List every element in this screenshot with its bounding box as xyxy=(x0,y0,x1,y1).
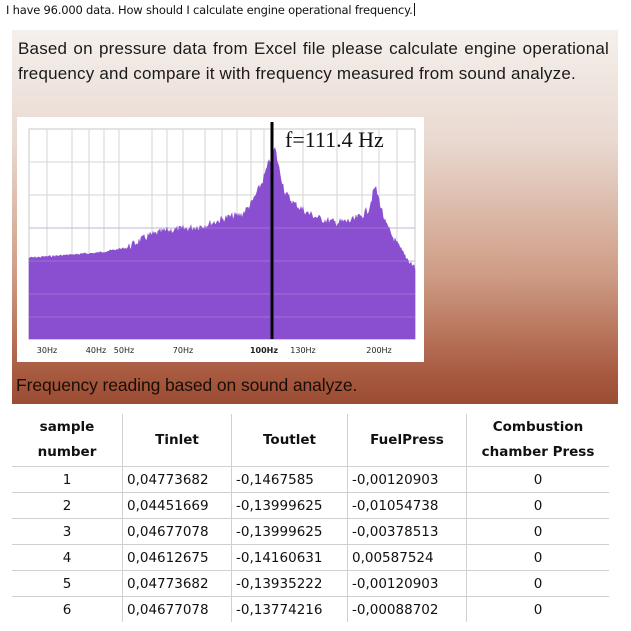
header-combustion-press: Combustion chamber Press xyxy=(481,419,595,460)
slide-caption: Frequency reading based on sound analyze… xyxy=(16,375,358,395)
table-row: 2 0,04451669 -0,13999625 -0,01054738 0 xyxy=(12,492,609,519)
table-row: 6 0,04677078 -0,13774216 -0,00088702 0 xyxy=(12,596,609,622)
spectrum-area xyxy=(28,146,416,340)
table-row: 1 0,04773682 -0,1467585 -0,00120903 0 xyxy=(12,466,609,493)
table-cell: 0,00587524 xyxy=(347,544,467,571)
table-cell: 1 xyxy=(12,466,123,493)
table-cell: 2 xyxy=(12,492,123,519)
x-tick-label: 200Hz xyxy=(366,346,392,355)
table-cell: -0,13935222 xyxy=(231,570,348,597)
header-fuelpress: FuelPress xyxy=(347,414,467,467)
table-cell: -0,00378513 xyxy=(347,518,467,545)
table-cell: 0,04677078 xyxy=(122,596,232,622)
table-cell: 4 xyxy=(12,544,123,571)
x-tick-label: 130Hz xyxy=(290,346,316,355)
table-cell: 0,04612675 xyxy=(122,544,232,571)
x-tick-label: 40Hz xyxy=(85,346,107,355)
table-cell: 0 xyxy=(466,596,609,622)
x-tick-label: 100Hz xyxy=(249,346,279,355)
table-cell: -0,14160631 xyxy=(231,544,348,571)
header-tinlet: Tinlet xyxy=(122,414,232,467)
table-cell: -0,13774216 xyxy=(231,596,348,622)
header-sample-number: sample number xyxy=(12,414,123,467)
x-tick-label: 50Hz xyxy=(113,346,135,355)
slide-instruction: Based on pressure data from Excel file p… xyxy=(18,39,609,83)
spectrum-plot xyxy=(28,122,416,340)
table-cell: -0,13999625 xyxy=(231,492,348,519)
x-tick-label: 70Hz xyxy=(172,346,194,355)
table-cell: -0,13999625 xyxy=(231,518,348,545)
table-cell: 0 xyxy=(466,518,609,545)
table-cell: -0,1467585 xyxy=(231,466,348,493)
spectrum-chart: f=111.4 Hz 30Hz 40Hz 50Hz 70Hz 100Hz 130Hz 200… xyxy=(17,117,424,362)
table-cell: -0,00088702 xyxy=(347,596,467,622)
table-cell: -0,00120903 xyxy=(347,570,467,597)
table-cell: 0,04451669 xyxy=(122,492,232,519)
frequency-label: f=111.4 Hz xyxy=(285,127,384,152)
table-cell: 0 xyxy=(466,466,609,493)
question-text[interactable]: I have 96.000 data. How should I calcula… xyxy=(6,3,415,17)
data-table: sample number Tinlet Toutlet FuelPress C… xyxy=(12,414,609,622)
table-cell: -0,00120903 xyxy=(347,466,467,493)
table-cell: 6 xyxy=(12,596,123,622)
table-cell: 0,04773682 xyxy=(122,570,232,597)
x-tick-label: 30Hz xyxy=(36,346,58,355)
table-cell: 5 xyxy=(12,570,123,597)
table-cell: 0 xyxy=(466,544,609,571)
table-row: 5 0,04773682 -0,13935222 -0,00120903 0 xyxy=(12,570,609,597)
slide-panel: Based on pressure data from Excel file p… xyxy=(12,30,618,404)
text-cursor xyxy=(413,3,415,16)
table-cell: 3 xyxy=(12,518,123,545)
table-row: 3 0,04677078 -0,13999625 -0,00378513 0 xyxy=(12,518,609,545)
table-cell: 0,04773682 xyxy=(122,466,232,493)
table-cell: 0 xyxy=(466,492,609,519)
table-cell: 0,04677078 xyxy=(122,518,232,545)
table-body: 1 0,04773682 -0,1467585 -0,00120903 0 2 0,0445… xyxy=(12,466,609,622)
table-header-row: sample number Tinlet Toutlet FuelPress C… xyxy=(12,414,609,467)
table-cell: 0 xyxy=(466,570,609,597)
table-cell: -0,01054738 xyxy=(347,492,467,519)
header-toutlet: Toutlet xyxy=(231,414,348,467)
table-row: 4 0,04612675 -0,14160631 0,00587524 0 xyxy=(12,544,609,571)
question-label: I have 96.000 data. How should I calcula… xyxy=(6,3,413,17)
